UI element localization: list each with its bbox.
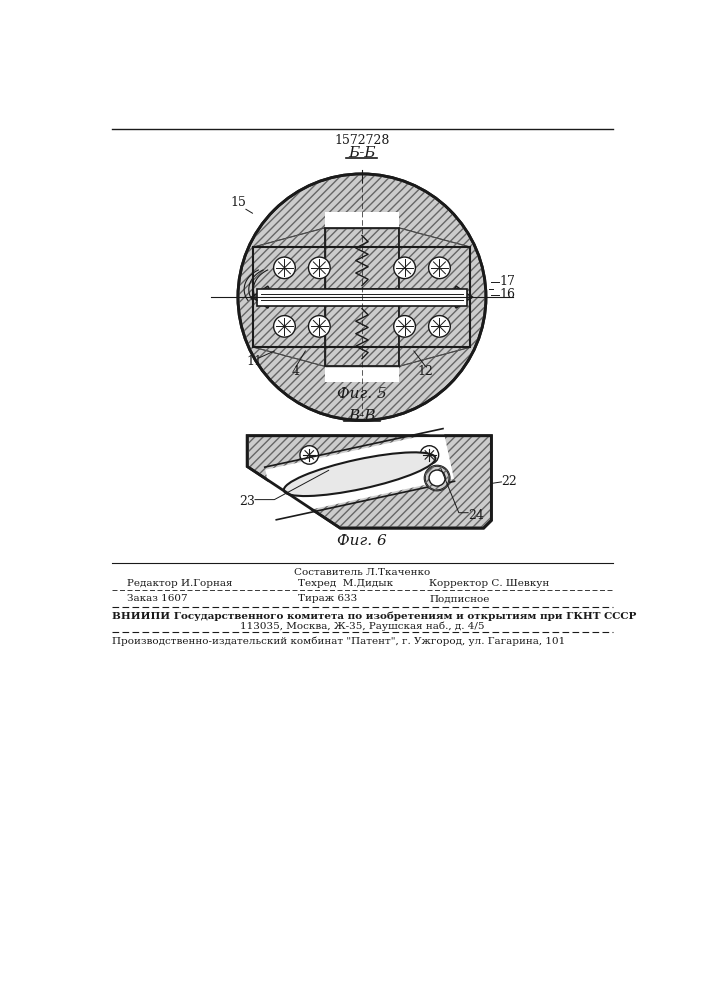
Text: Фиг. 5: Фиг. 5 [337,387,387,401]
Circle shape [274,316,296,337]
Circle shape [394,257,416,279]
Text: Составитель Л.Ткаченко: Составитель Л.Ткаченко [294,568,430,577]
Polygon shape [265,431,454,517]
Wedge shape [252,280,281,314]
Text: Техред  М.Дидык: Техред М.Дидык [298,579,393,588]
Polygon shape [253,228,325,297]
Wedge shape [452,286,472,308]
Polygon shape [399,297,470,366]
Ellipse shape [284,452,436,496]
Text: 12: 12 [418,365,433,378]
Text: 22: 22 [501,475,518,488]
Bar [325,228,399,289]
Circle shape [425,466,450,490]
Text: Производственно-издательский комбинат "Патент", г. Ужгород, ул. Гагарина, 101: Производственно-издательский комбинат "П… [112,637,565,646]
Circle shape [308,316,330,337]
Bar [253,247,470,347]
Bar [257,289,467,306]
Wedge shape [252,286,271,308]
Text: 23: 23 [239,495,255,508]
Circle shape [308,257,330,279]
Polygon shape [253,297,325,366]
Polygon shape [399,228,470,297]
Text: Б-Б: Б-Б [348,146,375,160]
Text: Тираж 633: Тираж 633 [298,594,357,603]
Text: Редактор И.Горная: Редактор И.Горная [127,579,233,588]
Bar [325,228,399,289]
Circle shape [420,446,438,464]
Bar [253,247,470,347]
Circle shape [274,257,296,279]
Bar [325,305,399,366]
Text: 17: 17 [499,275,515,288]
Circle shape [428,316,450,337]
Text: 11: 11 [246,355,262,368]
Text: В-В: В-В [348,409,375,423]
Circle shape [394,316,416,337]
Bar [325,212,399,382]
Text: Корректор С. Шевкун: Корректор С. Шевкун [429,579,549,588]
Circle shape [428,257,450,279]
Text: ВНИИПИ Государственного комитета по изобретениям и открытиям при ГКНТ СССР: ВНИИПИ Государственного комитета по изоб… [112,611,636,621]
Polygon shape [247,436,491,528]
Text: Фиг. 6: Фиг. 6 [337,534,387,548]
Wedge shape [443,280,472,314]
Circle shape [238,174,486,420]
Text: Подписное: Подписное [429,594,490,603]
Text: 16: 16 [499,288,515,301]
Text: 4: 4 [292,365,300,378]
Bar [325,305,399,366]
Text: 1572728: 1572728 [334,134,390,147]
Text: 24: 24 [468,509,484,522]
Text: Заказ 1607: Заказ 1607 [127,594,188,603]
Text: 15: 15 [230,196,246,209]
Bar [325,305,399,366]
Bar [325,228,399,289]
Circle shape [429,470,445,486]
Text: 113035, Москва, Ж-35, Раушская наб., д. 4/5: 113035, Москва, Ж-35, Раушская наб., д. … [240,621,484,631]
Circle shape [300,446,319,464]
